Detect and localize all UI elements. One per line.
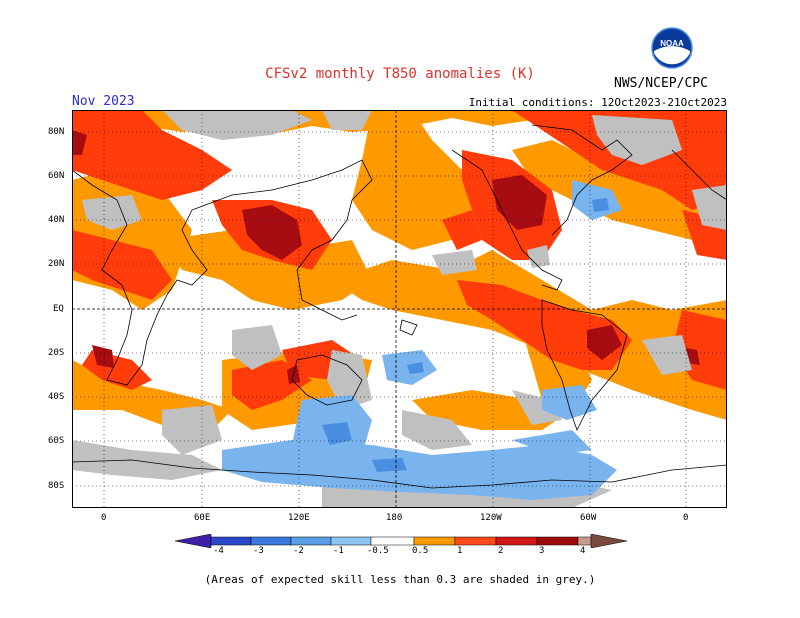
colorbar-svg xyxy=(174,533,628,549)
lat-label: 80N xyxy=(48,127,65,137)
colorbar-segment xyxy=(454,536,497,546)
lon-label: 180 xyxy=(386,513,403,523)
lon-label: 120E xyxy=(288,513,310,523)
lon-label: 0 xyxy=(683,513,689,523)
skill-note: (Areas of expected skill less than 0.3 a… xyxy=(204,573,596,586)
colorbar-label: -1 xyxy=(333,546,344,556)
org-label: NWS/NCEP/CPC xyxy=(614,76,708,91)
lat-label: 60N xyxy=(48,171,65,181)
lat-label: 40N xyxy=(48,215,65,225)
colorbar-label: 2 xyxy=(498,546,504,556)
colorbar-label: -3 xyxy=(253,546,264,556)
colorbar-label: -0.5 xyxy=(367,546,389,556)
initial-conditions-label: Initial conditions: 12Oct2023-21Oct2023 xyxy=(468,96,727,109)
lon-label: 0 xyxy=(101,513,107,523)
lon-label: 60E xyxy=(194,513,211,523)
coastlines xyxy=(72,124,727,489)
colorbar-label: 4 xyxy=(580,546,586,556)
lat-label: 40S xyxy=(48,392,65,402)
colorbar-segment xyxy=(370,536,415,546)
colorbar-segment xyxy=(330,536,372,546)
lon-label: 60W xyxy=(580,513,597,523)
colorbar-segment xyxy=(250,536,292,546)
colorbar-label: 3 xyxy=(539,546,545,556)
noaa-logo: NOAA xyxy=(651,27,693,69)
colorbar-segment xyxy=(590,533,628,549)
colorbar-segment xyxy=(290,536,332,546)
colorbar-label: -2 xyxy=(293,546,304,556)
map-svg xyxy=(72,110,727,508)
lat-label: 20N xyxy=(48,259,65,269)
colorbar-segment xyxy=(536,536,579,546)
lat-label: 80S xyxy=(48,481,65,491)
colorbar-segment xyxy=(210,536,252,546)
colorbar-segment xyxy=(174,533,212,549)
colorbar xyxy=(174,533,628,552)
colorbar-segment xyxy=(577,536,592,546)
colorbar-segment xyxy=(495,536,538,546)
lon-label: 120W xyxy=(480,513,502,523)
colorbar-label: 1 xyxy=(457,546,463,556)
lat-label: EQ xyxy=(53,304,64,314)
lat-label: 20S xyxy=(48,348,65,358)
logo-text: NOAA xyxy=(660,39,684,48)
anomaly-map xyxy=(72,110,727,512)
month-label: Nov 2023 xyxy=(72,94,135,109)
colorbar-label: 0.5 xyxy=(412,546,429,556)
colorbar-label: -4 xyxy=(213,546,224,556)
lat-label: 60S xyxy=(48,436,65,446)
map-frame xyxy=(72,110,727,508)
colorbar-segment xyxy=(413,536,456,546)
anomaly-blue-areas xyxy=(322,198,609,472)
chart-title: CFSv2 monthly T850 anomalies (K) xyxy=(265,66,535,82)
equator-dateline-lines xyxy=(72,110,727,508)
